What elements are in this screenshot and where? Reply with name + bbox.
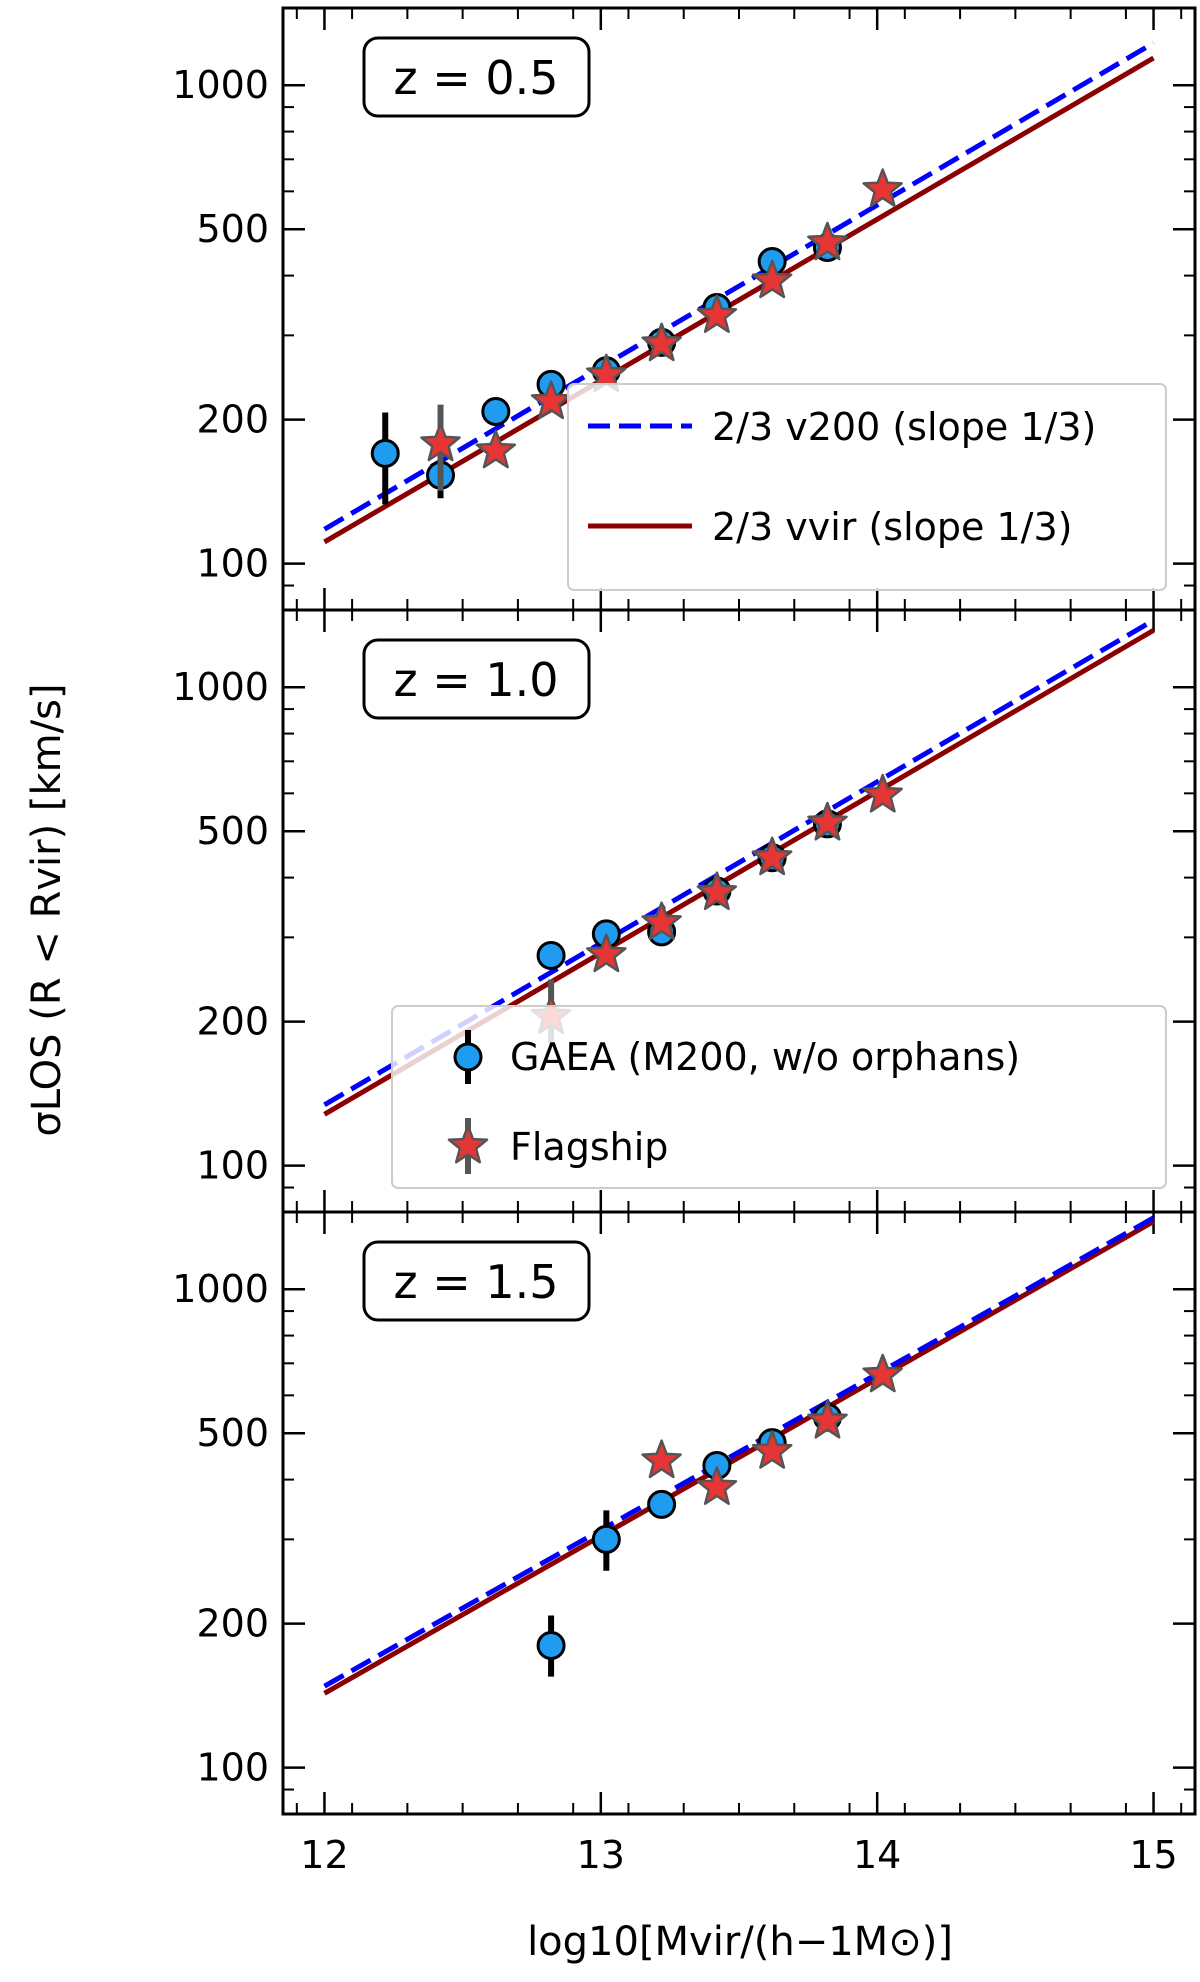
line-legend: 2/3 v200 (slope 1/3) 2/3 vvir (slope 1/3) xyxy=(567,383,1167,591)
y-tick-label: 1000 xyxy=(172,1267,269,1311)
y-axis-label: σLOS (R < Rvir) [km/s] xyxy=(24,683,70,1136)
y-tick-label: 1000 xyxy=(172,63,269,107)
y-tick-label: 100 xyxy=(196,1746,269,1790)
gaea-point xyxy=(481,396,511,426)
legend-flagship-marker xyxy=(447,1124,489,1164)
y-tick-label: 200 xyxy=(196,1602,269,1646)
v200-line xyxy=(323,1215,1155,1689)
legend-vvir-label: 2/3 vvir (slope 1/3) xyxy=(712,505,1072,549)
flagship-point xyxy=(807,801,848,841)
flagship-point xyxy=(862,773,903,813)
x-tick-label: 15 xyxy=(1129,1833,1177,1877)
flagship-point xyxy=(751,259,793,299)
panel-2: 100 200 500 1000 z = 1.0 GAEA (M200, w/o orph… xyxy=(172,608,1197,1214)
flagship-point xyxy=(420,422,461,462)
gaea-point xyxy=(536,1631,566,1661)
model-lines xyxy=(323,1215,1155,1696)
flagship-point xyxy=(696,1466,738,1505)
flagship-point xyxy=(807,1399,848,1439)
vvir-line xyxy=(323,1219,1155,1696)
legend-flagship-label: Flagship xyxy=(510,1125,668,1169)
redshift-label-box xyxy=(362,1240,591,1322)
legend-box xyxy=(391,1005,1167,1189)
gaea-point xyxy=(370,438,400,468)
redshift-label: z = 1.0 xyxy=(393,653,558,707)
gaea-point xyxy=(591,1524,621,1554)
flagship-point xyxy=(530,380,572,420)
y-tick-label: 100 xyxy=(196,542,269,586)
v200-line xyxy=(323,40,1155,532)
y-tick-label: 500 xyxy=(196,207,269,251)
flagship-point xyxy=(807,221,848,261)
y-tick-label: 500 xyxy=(196,809,269,853)
gaea-point xyxy=(647,1489,677,1519)
legend-v200-label: 2/3 v200 (slope 1/3) xyxy=(712,405,1096,449)
legend-gaea-marker xyxy=(453,1042,483,1072)
model-lines xyxy=(323,40,1155,545)
y-tick-label: 1000 xyxy=(172,665,269,709)
flagship-point xyxy=(862,1353,903,1393)
flagship-point xyxy=(696,294,738,333)
y-tick-label: 200 xyxy=(196,1000,269,1044)
legend-gaea-label: GAEA (M200, w/o orphans) xyxy=(510,1035,1020,1079)
panel-1: 100 200 500 1000 z = 0.5 2/3 v200 (slope 1/3)… xyxy=(172,6,1197,612)
flagship-point xyxy=(475,429,517,469)
gaea-point xyxy=(536,940,566,970)
x-axis-label: log10[Mvir/(h−1M⊙)] xyxy=(527,1919,953,1965)
flagship-point xyxy=(641,1439,682,1479)
point-legend: GAEA (M200, w/o orphans) Flagship xyxy=(391,1005,1167,1189)
flagship-point xyxy=(641,322,682,362)
redshift-label: z = 1.5 xyxy=(393,1255,558,1309)
flagship-point xyxy=(696,871,738,911)
redshift-label-box xyxy=(362,638,591,720)
panel-3: 100 200 500 1000 z = 1.5 xyxy=(172,1210,1197,1816)
flagship-point xyxy=(862,168,903,208)
redshift-label: z = 0.5 xyxy=(393,51,558,105)
y-tick-label: 200 xyxy=(196,398,269,442)
flagship-point xyxy=(641,901,682,941)
y-tick-label: 100 xyxy=(196,1144,269,1188)
y-tick-label: 500 xyxy=(196,1411,269,1455)
x-tick-label: 12 xyxy=(300,1833,348,1877)
redshift-label-box xyxy=(362,36,591,118)
flagship-point xyxy=(751,836,793,876)
flagship-point xyxy=(586,933,627,973)
x-tick-label: 14 xyxy=(853,1833,901,1877)
vvir-line xyxy=(323,55,1155,545)
x-tick-label: 13 xyxy=(577,1833,625,1877)
legend-box xyxy=(567,383,1167,591)
panels: 100 200 500 1000 z = 0.5 2/3 v200 (slope 1/3)… xyxy=(172,6,1197,1877)
flagship-point xyxy=(751,1430,793,1469)
